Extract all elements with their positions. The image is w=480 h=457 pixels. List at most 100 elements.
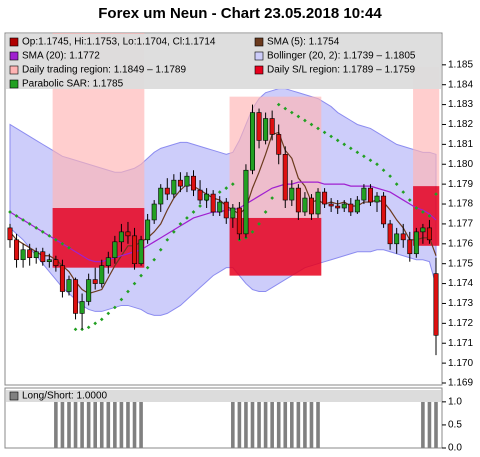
bar (86, 401, 91, 448)
bar (250, 401, 255, 448)
candle-body (191, 175, 197, 191)
y-tick-label: 0.0 (448, 443, 462, 454)
candle-body (374, 195, 380, 203)
y-tick-label: 1.173 (448, 298, 473, 309)
sar-dot (289, 110, 294, 115)
sar-dot (152, 257, 157, 262)
legend-box (6, 34, 441, 89)
sar-dot (322, 130, 327, 135)
candle-body (387, 223, 393, 245)
candle-body (295, 187, 301, 213)
candle-body (7, 227, 13, 241)
candle-body (158, 187, 164, 205)
y-tick-label: 1.177 (448, 219, 473, 230)
candle-body (335, 205, 341, 209)
candle-body (354, 199, 360, 213)
sar-dot (14, 214, 19, 218)
sar-dot (132, 281, 137, 286)
sar-dot (407, 198, 412, 202)
candle-body (230, 207, 236, 219)
sar-dot (427, 214, 432, 218)
sar-dot (394, 182, 399, 186)
sar-dot (329, 134, 333, 139)
candle-body (79, 301, 85, 314)
sar-dot (73, 327, 78, 332)
bar (60, 401, 65, 448)
candle-body (341, 203, 347, 209)
candle-body (407, 239, 413, 255)
sar-dot (401, 190, 406, 194)
bar (119, 401, 124, 448)
legend-swatch (254, 65, 264, 75)
sar-dot (388, 174, 392, 179)
bar (93, 401, 97, 448)
sar-dot (172, 230, 176, 234)
sar-dot (257, 222, 261, 226)
bar (113, 401, 117, 448)
legend-swatch (9, 79, 19, 89)
region (229, 217, 322, 276)
legend-label: Daily trading region: 1.1849 – 1.1789 (22, 65, 186, 76)
candle-body (328, 203, 334, 207)
sar-dot (165, 237, 170, 242)
y-tick-label: 1.176 (448, 238, 473, 249)
y-tick-label: 1.179 (448, 179, 473, 190)
sar-dot (126, 289, 130, 294)
y-tick-label: 0.5 (448, 420, 462, 431)
candle-body (92, 279, 98, 284)
candle-body (59, 265, 65, 292)
candle-body (40, 251, 46, 263)
bar (54, 401, 58, 448)
legend-label: Daily S/L region: 1.1789 – 1.1759 (267, 65, 416, 76)
candle-body (367, 187, 373, 203)
candle-body (361, 187, 367, 201)
bar (303, 401, 307, 448)
legend-swatch (254, 51, 264, 61)
y-tick-label: 1.183 (448, 99, 473, 110)
legend-swatch (9, 391, 19, 401)
sar-dot (355, 150, 360, 155)
candle-body (420, 227, 426, 233)
sar-dot (421, 210, 425, 214)
sar-dot (93, 321, 98, 326)
bar (270, 401, 274, 448)
candle-body (394, 233, 400, 245)
sar-dot (158, 247, 163, 252)
sar-dot (191, 210, 196, 214)
candle-body (184, 175, 190, 187)
candle-body (263, 118, 269, 141)
candle-body (197, 189, 203, 201)
candle-body (256, 112, 262, 141)
y-tick-label: 1.171 (448, 338, 473, 349)
bar (73, 401, 78, 448)
sar-dot (178, 222, 183, 226)
sar-dot (368, 158, 373, 163)
sar-dot (434, 192, 438, 196)
sar-dot (145, 265, 150, 270)
candle-body (315, 191, 321, 215)
candle-body (118, 231, 124, 243)
candle-body (269, 118, 275, 135)
candle-body (14, 239, 20, 261)
candle-body (236, 207, 242, 235)
candle-body (86, 279, 92, 302)
legend-swatch (9, 37, 19, 47)
sar-dot (21, 218, 25, 222)
sar-dot (27, 222, 32, 226)
y-tick-label: 1.178 (448, 199, 473, 210)
sar-dot (119, 297, 124, 302)
candle-body (381, 195, 387, 225)
sar-dot (99, 317, 104, 322)
sar-dot (54, 237, 58, 242)
sar-dot (362, 154, 366, 159)
candle-body (348, 203, 354, 213)
sar-dot (316, 126, 320, 131)
sar-dot (263, 210, 268, 214)
bar (421, 401, 425, 448)
candle-body (177, 179, 183, 187)
plot (7, 33, 440, 356)
sar-dot (230, 182, 235, 186)
y-tick-label: 1.181 (448, 139, 473, 150)
indicator-line (9, 181, 437, 263)
